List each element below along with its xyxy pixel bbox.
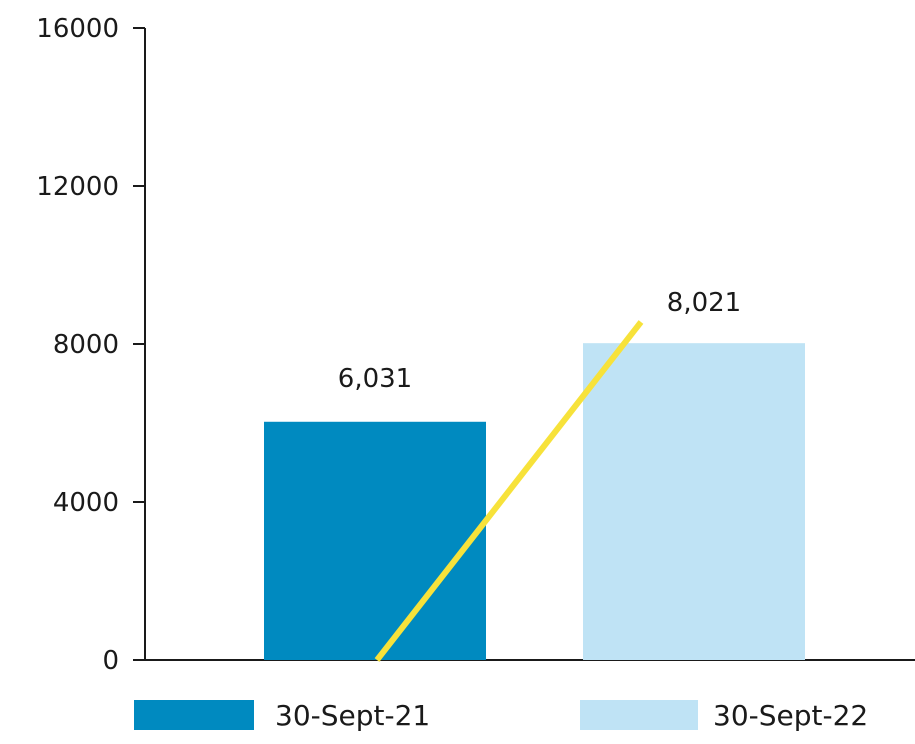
data-labels: 6,031 8,021: [338, 288, 741, 394]
y-tick-label: 4000: [53, 488, 119, 518]
trend-line-stroke: [374, 320, 644, 662]
y-tick-label: 8000: [53, 330, 119, 360]
legend-swatch-1: [134, 700, 254, 730]
trend-line: [374, 320, 644, 662]
bar-1: [264, 421, 486, 660]
y-axis: 0 4000 8000 12000 16000: [36, 14, 146, 676]
y-tick-label: 16000: [36, 14, 119, 44]
y-tick-label: 0: [102, 646, 119, 676]
legend-label-1: 30-Sept-21: [275, 699, 430, 732]
data-label-1: 6,031: [338, 364, 412, 394]
bar-2: [583, 343, 805, 660]
data-label-2: 8,021: [667, 288, 741, 318]
y-tick-label: 12000: [36, 172, 119, 202]
legend-label-2: 30-Sept-22: [713, 699, 868, 732]
legend: 30-Sept-21 30-Sept-22: [134, 699, 868, 732]
bars: [264, 343, 805, 660]
legend-swatch-2: [580, 700, 698, 730]
